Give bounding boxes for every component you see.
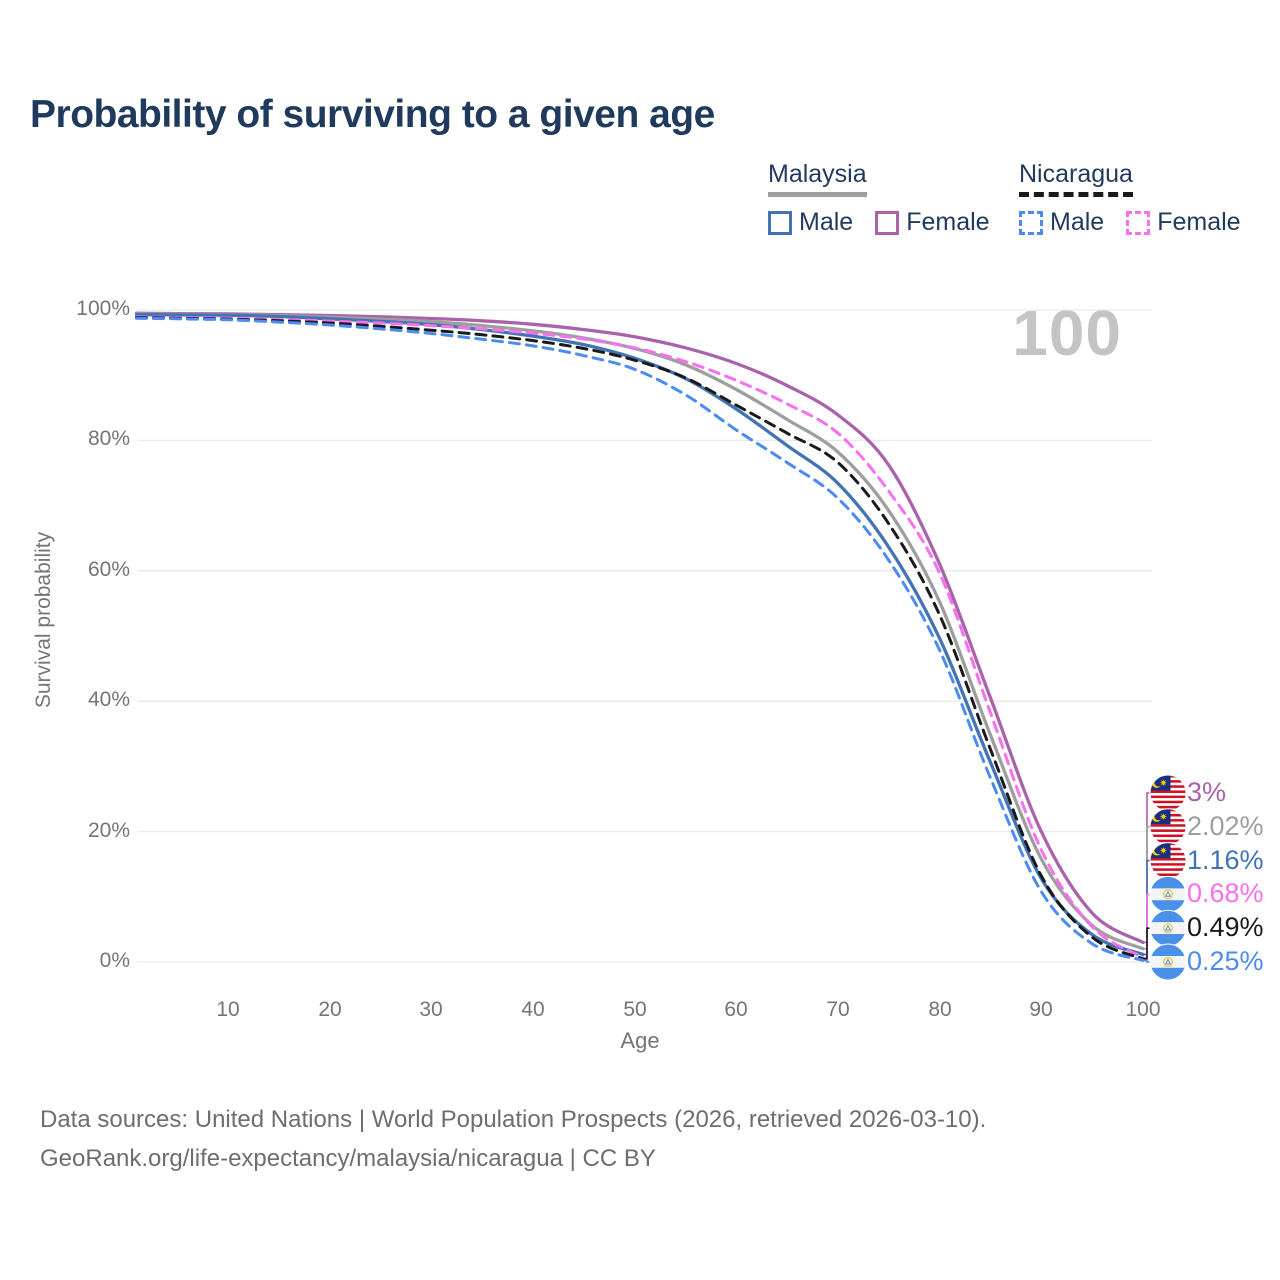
- x-axis-title: Age: [620, 1028, 660, 1053]
- legend-item-label: Male: [799, 208, 854, 236]
- end-label-malaysia-male: 1.16%: [1187, 845, 1264, 875]
- x-tick-label: 80: [928, 998, 952, 1021]
- legend-item-label: Female: [906, 208, 990, 236]
- series-line-malaysia-both-sexes: [134, 312, 1145, 951]
- legend-item-nicaragua-female[interactable]: Female: [1126, 208, 1241, 237]
- series-line-malaysia-male: [134, 312, 1145, 957]
- legend-item-nicaragua-male[interactable]: Male: [1019, 208, 1104, 237]
- malaysia-female-swatch-icon: [875, 210, 900, 235]
- attribution-note: GeoRank.org/life-expectancy/malaysia/nic…: [40, 1145, 656, 1172]
- y-tick-label: 40%: [87, 688, 130, 711]
- series-line-nicaragua-male: [135, 316, 1145, 962]
- end-label-malaysia-female: 3%: [1187, 777, 1227, 807]
- series-line-nicaragua-both-sexes: [135, 316, 1145, 961]
- y-tick-label: 100%: [76, 297, 130, 320]
- series-line-malaysia-female: [134, 311, 1145, 945]
- x-tick-label: 60: [724, 998, 748, 1021]
- legend-item-label: Female: [1157, 208, 1241, 236]
- malaysia-flag-icon: [1150, 775, 1186, 811]
- legend-items-nicaragua: Male Female: [1019, 208, 1241, 237]
- malaysia-male-swatch-icon: [768, 210, 792, 235]
- legend-group-malaysia: Malaysia Male Female: [768, 160, 990, 237]
- legend-group-nicaragua: Nicaragua Male Female: [1019, 160, 1241, 237]
- legend-items-malaysia: Male Female: [768, 208, 990, 237]
- y-tick-label: 80%: [87, 427, 130, 450]
- flag-ring: [1149, 943, 1187, 981]
- x-tick-label: 40: [521, 998, 545, 1021]
- age-counter-watermark: 100: [1012, 297, 1122, 369]
- page-title: Probability of surviving to a given age: [30, 93, 715, 136]
- end-label-nicaragua-male: 0.25%: [1187, 946, 1264, 976]
- legend-country-nicaragua[interactable]: Nicaragua: [1019, 160, 1133, 197]
- x-tick-label: 90: [1029, 998, 1053, 1021]
- end-label-nicaragua-both-sexes: 0.49%: [1187, 912, 1264, 942]
- nicaragua-female-swatch-icon: [1126, 210, 1151, 235]
- nicaragua-flag-icon: [1150, 944, 1186, 980]
- x-tick-label: 10: [216, 998, 240, 1021]
- legend-item-malaysia-male[interactable]: Male: [768, 208, 853, 237]
- leader-line-nicaragua-male: [1143, 959, 1151, 963]
- nicaragua-male-swatch-icon: [1019, 210, 1043, 235]
- legend-item-label: Male: [1050, 208, 1105, 236]
- nicaragua-flag-icon: [1150, 910, 1186, 947]
- y-tick-label: 60%: [87, 558, 130, 581]
- end-label-nicaragua-female: 0.68%: [1187, 878, 1264, 908]
- x-tick-label: 100: [1125, 998, 1161, 1021]
- legend-country-malaysia[interactable]: Malaysia: [768, 160, 867, 197]
- leader-line-nicaragua-both-sexes: [1143, 927, 1151, 960]
- x-tick-label: 70: [826, 998, 850, 1021]
- leader-line-nicaragua-female: [1143, 893, 1151, 959]
- nicaragua-flag-icon: [1150, 876, 1186, 913]
- x-tick-label: 30: [419, 998, 443, 1021]
- x-tick-label: 50: [623, 998, 647, 1021]
- y-axis-title: Survival probability: [32, 531, 55, 709]
- legend-item-malaysia-female[interactable]: Female: [875, 208, 990, 237]
- end-label-malaysia-both-sexes: 2.02%: [1187, 811, 1264, 841]
- x-tick-label: 20: [318, 998, 342, 1021]
- series-line-nicaragua-female: [135, 315, 1145, 960]
- y-tick-label: 0%: [99, 949, 130, 972]
- y-tick-label: 20%: [87, 819, 130, 842]
- data-sources-note: Data sources: United Nations | World Pop…: [40, 1106, 987, 1133]
